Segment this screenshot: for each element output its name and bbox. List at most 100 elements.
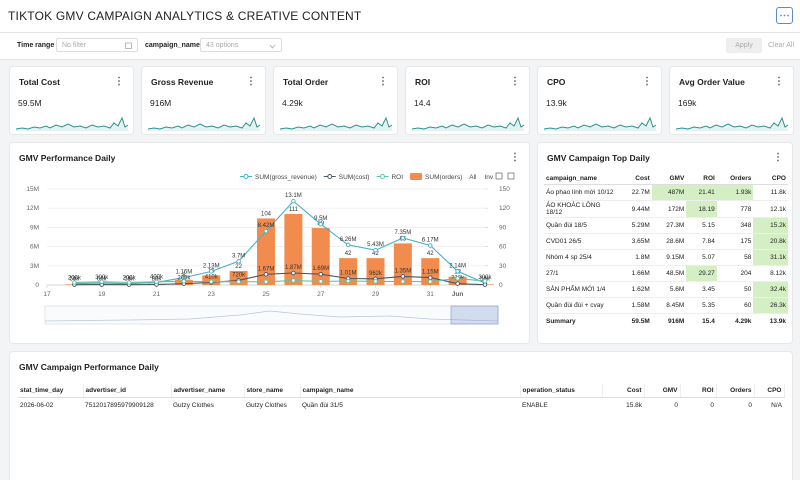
table-cell: 58 [716, 249, 754, 266]
bar [393, 243, 412, 285]
table-cell: 5.35 [686, 297, 717, 314]
table-cell: 9.15M [651, 249, 687, 266]
table-cell: 1.58M [617, 297, 652, 314]
dot [382, 83, 384, 86]
point-label: 1.67M [258, 266, 275, 272]
legend-label[interactable]: ROI [391, 174, 403, 181]
dot [778, 83, 780, 86]
y2-tick-label: 90 [499, 224, 507, 231]
table-cell: 8.45M [651, 297, 687, 314]
table-cell: 2026-06-02 [20, 402, 54, 409]
dot [250, 83, 252, 86]
x-tick-label: 27 [317, 291, 325, 298]
campaign-select[interactable]: 43 options [200, 38, 282, 52]
header: TIKTOK GMV CAMPAIGN ANALYTICS & CREATIVE… [0, 0, 800, 33]
calendar-icon [125, 42, 132, 49]
kpi-value: 169k [678, 98, 697, 108]
summary-cell: 4.29k [735, 318, 752, 325]
x-tick-label: Jun [452, 291, 464, 298]
table-cell: Gutzy Clothes [173, 402, 214, 409]
legend-control[interactable]: Inv [484, 174, 493, 181]
kpi-card: Total Order 4.29k [274, 67, 397, 134]
point [400, 279, 406, 284]
daily-table: stat_time_day advertiser_id advertiser_nam… [18, 384, 785, 413]
sparkline-line [412, 116, 525, 130]
more-button[interactable] [776, 7, 793, 24]
legend-label[interactable]: SUM(gross_revenue) [255, 174, 317, 181]
table-row: Quần đùi 18/5 5.29M 27.3M 5.15 348 15.2k [544, 217, 788, 234]
kebab-icon[interactable] [777, 76, 781, 86]
apply-button[interactable]: Apply [726, 38, 762, 53]
dot [646, 80, 648, 82]
column-header: advertiser_id [83, 384, 172, 398]
table-cell: 172M [651, 200, 687, 218]
table-cell: 204 [716, 265, 754, 282]
column-header: advertiser_name [171, 384, 245, 398]
kebab-icon[interactable] [513, 152, 517, 162]
kebab-icon[interactable] [249, 76, 253, 86]
card-title: GMV Performance Daily [19, 153, 116, 163]
table-cell: 21.41 [686, 184, 717, 201]
zoom-selection[interactable] [450, 305, 499, 325]
table-row: CVD01 26/5 3.65M 28.6M 7.84 175 20.8k [544, 233, 788, 250]
dot [118, 80, 120, 82]
line [74, 277, 486, 283]
point [236, 259, 241, 264]
point-label: 1.01M [340, 271, 357, 277]
y2-tick-label: 30 [499, 263, 507, 270]
point-label: 8.42M [258, 223, 275, 229]
table-cell: Quần đùi 18/5 [544, 217, 618, 234]
point-label: 400k [150, 274, 164, 280]
dot [514, 83, 516, 86]
column-header: operation_status [520, 384, 603, 398]
table-cell: 60 [716, 297, 754, 314]
table-card: GMV Campaign Performance Daily stat_time… [10, 352, 792, 480]
table-cell: 50 [716, 281, 754, 298]
dot [778, 80, 780, 82]
point [455, 281, 460, 286]
kebab-icon[interactable] [513, 76, 517, 86]
legend-label[interactable]: SUM(cost) [339, 174, 370, 181]
bar-label: 42 [345, 251, 352, 257]
sparkline-area [544, 118, 656, 131]
input-placeholder: No filter [62, 42, 87, 49]
table-cell: 487M [651, 184, 687, 201]
legend-control[interactable]: All [469, 174, 477, 181]
point [400, 235, 406, 241]
table-cell: 5.29M [617, 217, 652, 234]
table-cell: 27/1 [544, 265, 618, 282]
legend-label[interactable]: SUM(orders) [425, 174, 462, 181]
kebab-icon[interactable] [776, 152, 780, 162]
sparkline-line [544, 116, 657, 130]
table-cell: 26.3k [753, 297, 788, 314]
point [263, 272, 269, 277]
clear-button[interactable]: Clear All [766, 38, 796, 53]
dot [118, 83, 120, 86]
table-cell: N/A [771, 402, 782, 409]
dot [646, 76, 648, 79]
sparkline [676, 116, 789, 131]
summary-cell: 59.5M [631, 318, 650, 325]
x-tick-label: 21 [153, 291, 161, 298]
point-label: 200k [177, 276, 191, 282]
table-cell: 27.3M [651, 217, 687, 234]
chevron-icon [269, 44, 276, 49]
kebab-icon[interactable] [381, 76, 385, 86]
y-tick-label: 12M [26, 205, 39, 212]
filter-label: Time range [17, 42, 55, 49]
page-title: TIKTOK GMV CAMPAIGN ANALYTICS & CREATIVE… [8, 9, 362, 23]
top-table: campaign_name Cost GMV ROI Orders CPO Áo phao … [544, 173, 788, 329]
filter-label: campaign_name [145, 42, 200, 49]
summary-cell: Summary [546, 318, 576, 325]
bar [448, 276, 467, 285]
kpi-title: Total Order [283, 77, 329, 87]
kebab-icon[interactable] [117, 76, 121, 86]
dot [778, 76, 780, 79]
table-cell: Nhóm 4 sp 25/4 [544, 249, 618, 266]
kebab-icon[interactable] [645, 76, 649, 86]
column-header: Orders [716, 173, 754, 185]
y-tick-label: 3M [30, 263, 39, 270]
table-cell: ENABLE [522, 402, 548, 409]
point-label: 50k [70, 277, 81, 283]
time-range-input[interactable]: No filter [56, 38, 138, 52]
